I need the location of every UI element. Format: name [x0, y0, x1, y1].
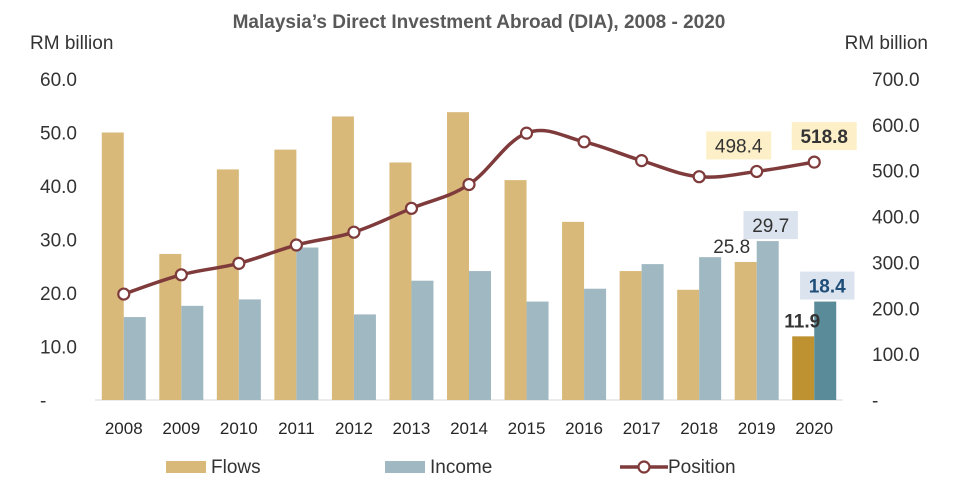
x-tick-label: 2013: [393, 419, 431, 438]
x-tick-label: 2016: [565, 419, 603, 438]
x-tick-label: 2020: [795, 419, 833, 438]
y-left-tick-label: 30.0: [40, 231, 77, 252]
position-point: [347, 225, 361, 239]
income-bar: [526, 301, 549, 400]
position-point: [404, 201, 419, 215]
position-point: [577, 135, 591, 149]
income-bar: [411, 280, 434, 400]
income-bar: [238, 299, 261, 400]
data-label-box: [791, 122, 857, 151]
x-tick-label: 2012: [335, 419, 373, 438]
y-right-tick-label: 200.0: [872, 299, 920, 320]
flows-bar: [562, 221, 585, 400]
data-label-box: [800, 271, 855, 300]
flows-bar: [677, 289, 700, 400]
y-right-tick-label: -: [872, 391, 878, 412]
y-right-tick-label: 600.0: [872, 116, 920, 137]
position-point: [232, 256, 246, 270]
flows-bar: [101, 132, 124, 400]
flows-bar: [331, 116, 354, 400]
flows-bar: [619, 271, 642, 400]
flows-bar: [274, 149, 297, 400]
position-point: [519, 126, 534, 140]
income-bar: [353, 314, 376, 400]
y-left-tick-label: 60.0: [40, 70, 77, 91]
chart-title: Malaysia’s Direct Investment Abroad (DIA…: [233, 12, 726, 33]
data-label-box: [706, 131, 772, 160]
income-bar: [814, 301, 837, 400]
income-bar: [469, 271, 491, 400]
y-right-axis: - 100.0 200.0 300.0 400.0 500.0 600.0 700.0: [872, 70, 920, 412]
income-bar: [641, 264, 664, 400]
data-label: 18.4: [809, 277, 846, 298]
data-label: 498.4: [715, 136, 763, 157]
y-right-tick-label: 500.0: [872, 162, 920, 183]
y-left-tick-label: 40.0: [40, 177, 77, 198]
position-point: [462, 177, 476, 192]
x-tick-label: 2011: [278, 419, 315, 438]
data-label: 518.8: [800, 127, 848, 148]
x-tick-label: 2018: [680, 419, 718, 438]
x-tick-label: 2010: [220, 419, 258, 438]
income-bar: [181, 305, 204, 400]
flows-bar: [389, 162, 412, 400]
x-tick-label: 2009: [162, 419, 200, 438]
flows-bar: [216, 169, 239, 400]
legend-label: Income: [430, 457, 492, 478]
data-label: 11.9: [784, 311, 820, 332]
flows-bar: [504, 180, 527, 400]
legend: Flows Income Position: [166, 457, 736, 478]
position-point: [750, 164, 764, 179]
y-left-tick-label: 20.0: [40, 284, 77, 305]
position-point: [692, 170, 706, 184]
position-point: [289, 238, 303, 252]
position-point: [807, 155, 821, 169]
data-label: 25.8: [713, 237, 750, 258]
position-line-layer: [117, 126, 821, 301]
x-tick-label: 2017: [623, 419, 661, 438]
data-label-box: [743, 211, 798, 240]
data-label: 29.7: [752, 216, 789, 237]
position-point: [117, 287, 131, 301]
x-tick-label: 2014: [450, 419, 488, 438]
y-left-axis: - 10.0 20.0 30.0 40.0 50.0 60.0: [40, 70, 77, 412]
x-tick-label: 2015: [508, 419, 546, 438]
x-tick-label: 2008: [105, 419, 143, 438]
legend-marker: [637, 460, 651, 474]
flows-bar: [734, 261, 757, 400]
income-bar: [296, 247, 319, 400]
position-point: [635, 154, 649, 168]
position-point: [174, 268, 188, 282]
flows-bar: [447, 112, 469, 401]
y-right-tick-label: 300.0: [872, 253, 920, 274]
income-bar: [699, 257, 722, 400]
y-right-tick-label: 400.0: [872, 208, 920, 229]
legend-swatch: [166, 461, 206, 473]
flows-bar: [159, 253, 182, 400]
income-bar: [123, 317, 146, 400]
y-right-tick-label: 100.0: [872, 345, 920, 366]
flows-bar: [792, 336, 815, 400]
y-left-tick-label: -: [40, 391, 46, 412]
y-right-unit-label: RM billion: [845, 33, 928, 54]
y-left-unit-label: RM billion: [30, 33, 113, 54]
y-right-tick-label: 700.0: [872, 70, 920, 91]
x-tick-label: 2019: [738, 419, 776, 438]
data-labels-layer: 25.8 11.9 29.7 18.4 498.4 518.8: [706, 122, 857, 332]
income-bar: [756, 241, 779, 400]
legend-label: Position: [668, 457, 736, 478]
legend-label: Flows: [211, 457, 261, 478]
y-left-tick-label: 10.0: [40, 338, 77, 359]
legend-swatch: [385, 461, 425, 473]
y-left-tick-label: 50.0: [40, 124, 77, 145]
x-axis: 2008 2009 2010 2011 2012 2013 2014 2015 2016 2017…: [105, 419, 833, 438]
income-bar: [584, 288, 607, 400]
